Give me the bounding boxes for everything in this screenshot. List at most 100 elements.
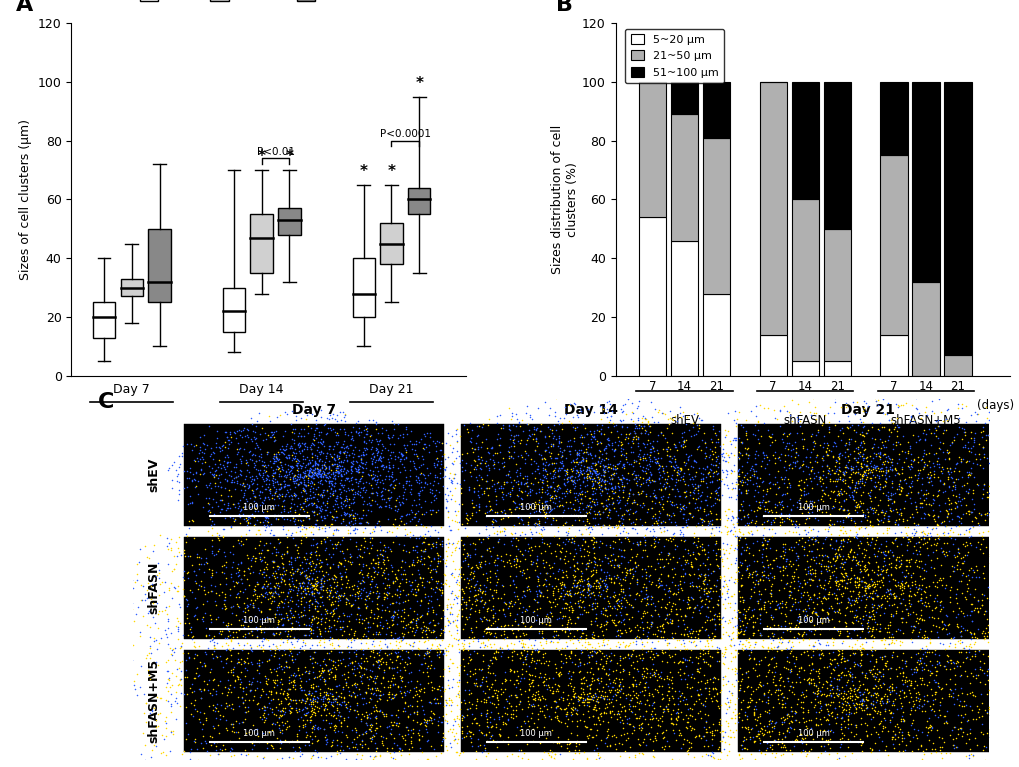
Point <box>631 473 647 486</box>
Point <box>1008 478 1019 490</box>
Point <box>665 464 682 476</box>
Point <box>909 469 925 481</box>
Point <box>317 418 333 430</box>
Point <box>239 647 256 659</box>
Point <box>248 621 264 634</box>
Point <box>369 628 385 640</box>
Point <box>554 686 571 699</box>
Point <box>450 691 467 703</box>
Point <box>300 736 316 748</box>
Point <box>786 582 802 594</box>
Point <box>323 483 339 495</box>
Point <box>913 753 929 765</box>
Point <box>423 697 439 709</box>
Point <box>744 621 760 633</box>
Point <box>882 677 899 690</box>
Point <box>998 739 1014 752</box>
Point <box>516 486 532 498</box>
Point <box>302 456 318 469</box>
Point <box>720 685 737 697</box>
Point <box>232 455 249 467</box>
Point <box>896 446 912 459</box>
Point <box>581 650 597 663</box>
Point <box>744 621 760 633</box>
Point <box>750 744 766 756</box>
Point <box>579 638 595 650</box>
Point <box>508 501 525 513</box>
Point <box>545 430 561 442</box>
Point <box>717 707 734 719</box>
Point <box>546 484 562 496</box>
Point <box>969 479 985 492</box>
Point <box>409 450 425 463</box>
Point <box>299 571 315 583</box>
Point <box>368 443 384 456</box>
Point <box>988 458 1005 470</box>
Point <box>324 598 340 611</box>
Point <box>345 732 362 745</box>
Point <box>357 423 373 435</box>
Point <box>330 452 346 464</box>
Point <box>322 687 338 700</box>
Point <box>342 623 359 635</box>
Point <box>351 585 367 597</box>
Point <box>725 731 741 743</box>
Point <box>730 627 746 639</box>
Point <box>511 602 527 614</box>
Point <box>855 443 871 456</box>
Point <box>296 505 312 517</box>
Point <box>976 632 993 644</box>
Point <box>303 577 319 589</box>
Point <box>488 507 504 519</box>
Point <box>127 575 144 588</box>
Point <box>179 594 196 606</box>
Point <box>415 545 431 558</box>
Point <box>327 463 343 476</box>
Point <box>405 637 421 649</box>
Point <box>1006 558 1019 571</box>
Point <box>1003 547 1019 559</box>
Point <box>283 563 300 575</box>
Point <box>858 502 874 515</box>
Point <box>821 519 838 532</box>
Point <box>952 723 968 736</box>
Point <box>999 726 1015 738</box>
Point <box>224 630 240 643</box>
Point <box>972 697 988 709</box>
Point <box>314 572 330 584</box>
Point <box>605 577 622 589</box>
Point <box>314 459 330 472</box>
Point <box>634 653 650 665</box>
Point <box>194 660 210 672</box>
Point <box>280 670 297 683</box>
Point <box>937 505 954 517</box>
Point <box>169 679 185 691</box>
Point <box>910 761 926 767</box>
Bar <box>759 82 786 334</box>
Point <box>632 487 648 499</box>
Point <box>271 742 287 754</box>
Point <box>233 653 250 665</box>
Point <box>621 486 637 499</box>
Point <box>581 492 597 504</box>
Point <box>332 469 348 482</box>
Point <box>854 530 870 542</box>
Point <box>237 453 254 466</box>
Point <box>986 428 1003 440</box>
Point <box>492 555 508 567</box>
Point <box>288 473 305 486</box>
Point <box>217 463 233 475</box>
Point <box>659 570 676 582</box>
Point <box>894 581 910 593</box>
Point <box>429 593 445 605</box>
Point <box>589 754 605 766</box>
Point <box>331 557 347 569</box>
Point <box>671 603 687 615</box>
Point <box>367 520 383 532</box>
Point <box>515 567 531 579</box>
Point <box>502 476 519 488</box>
Point <box>663 588 680 600</box>
Point <box>849 657 865 670</box>
Point <box>624 611 640 623</box>
Point <box>192 468 208 480</box>
